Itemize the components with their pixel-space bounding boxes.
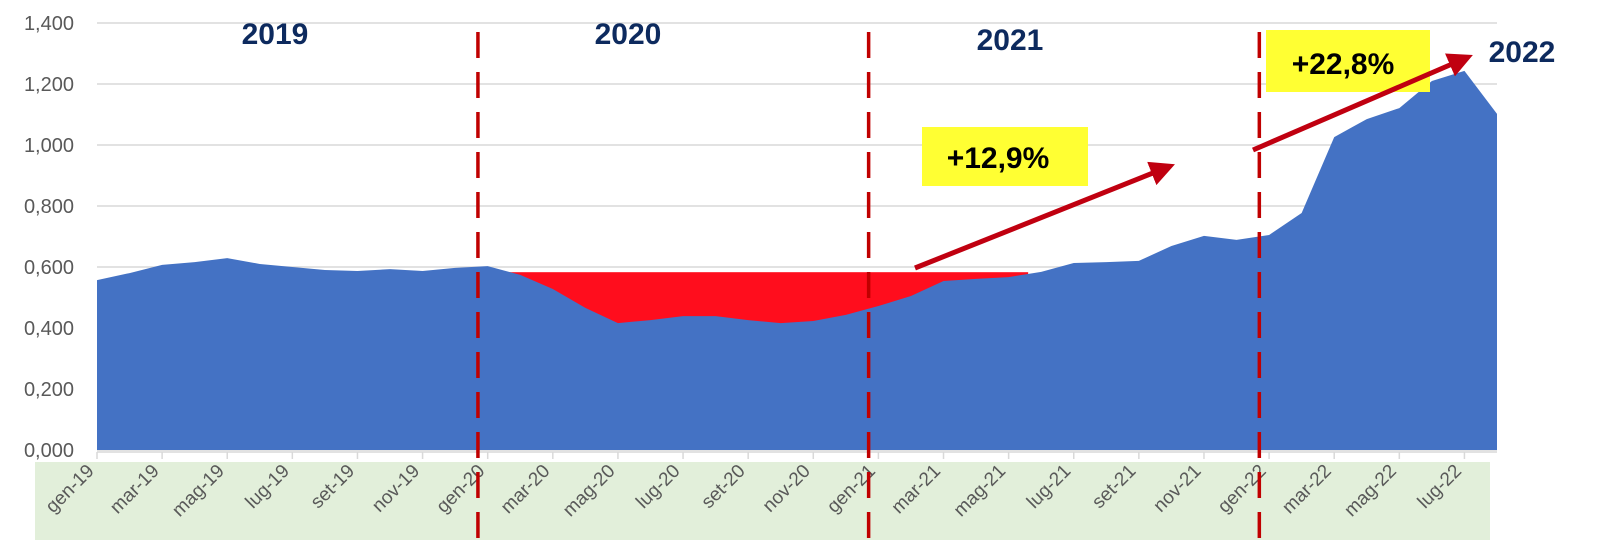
trend-arrow-2 xyxy=(1252,53,1473,153)
y-tick-label: 1,000 xyxy=(24,135,74,157)
y-tick-label: 0,200 xyxy=(24,379,74,401)
y-tick-label: 0,400 xyxy=(24,318,74,340)
series-area xyxy=(97,70,1497,450)
annotation-box-2 xyxy=(1266,30,1430,92)
year-label-2019: 2019 xyxy=(242,18,309,51)
x-label-band xyxy=(35,462,1490,540)
y-axis: 0,000 0,200 0,400 0,600 0,800 1,000 1,200 1,400 xyxy=(24,13,74,462)
series-area-path xyxy=(97,70,1497,450)
year-dividers xyxy=(476,32,1262,545)
trend-arrow-1 xyxy=(914,161,1175,271)
annotation-text-1: +12,9% xyxy=(947,142,1050,175)
year-label-2022: 2022 xyxy=(1489,36,1556,69)
y-tick-label: 1,200 xyxy=(24,74,74,96)
y-tick-label: 0,800 xyxy=(24,196,74,218)
y-tick-label: 1,400 xyxy=(24,13,74,35)
annotation-text-2: +22,8% xyxy=(1292,48,1395,81)
annotation-box-1 xyxy=(922,127,1088,186)
y-tick-label: 0,600 xyxy=(24,257,74,279)
year-label-2021: 2021 xyxy=(977,24,1044,57)
year-label-2020: 2020 xyxy=(595,18,662,51)
y-tick-label: 0,000 xyxy=(24,440,74,462)
